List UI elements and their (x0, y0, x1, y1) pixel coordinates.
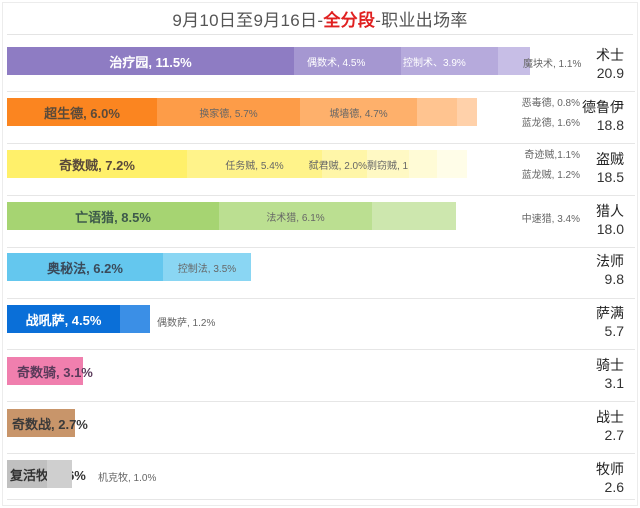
row-paladin: 奇数骑, 3.1% 骑士 3.1 (0, 350, 640, 402)
bar-warlock: 治疗园, 11.5% 偶数术, 4.5% 控制术、3.9% (7, 47, 530, 75)
class-value: 5.7 (604, 323, 624, 339)
class-total: 盗贼 18.5 (574, 150, 624, 186)
row-warlock: 治疗园, 11.5% 偶数术, 4.5% 控制术、3.9% 魔块术, 1.1% … (0, 40, 640, 92)
bar-rogue: 奇数贼, 7.2% 任务贼, 5.4% 弑君贼, 2.0% 剽窃贼, 1.7% (7, 150, 467, 178)
segment: 控制法, 3.5% (163, 253, 251, 281)
class-total: 战士 2.7 (574, 408, 624, 444)
row-divider (7, 247, 635, 248)
segment (498, 47, 530, 75)
class-value: 9.8 (604, 271, 624, 287)
segment: 偶数术, 4.5% (294, 47, 401, 75)
segment (457, 98, 477, 126)
class-name: 战士 (596, 409, 624, 425)
title-divider (7, 34, 633, 35)
segment-main: 治疗园, 11.5% (7, 47, 294, 75)
row-divider (7, 453, 635, 454)
bar-paladin: 奇数骑, 3.1% (7, 357, 93, 385)
segment (372, 202, 456, 230)
bar-mage: 奥秘法, 6.2% 控制法, 3.5% (7, 253, 251, 281)
side-label: 蓝龙德, 1.6% (521, 118, 580, 129)
class-value: 18.5 (596, 169, 624, 185)
class-name: 萨满 (596, 305, 624, 321)
side-label: 蓝龙贼, 1.2% (521, 170, 580, 181)
row-divider (7, 499, 635, 500)
row-shaman: 战吼萨, 4.5% 偶数萨, 1.2% 萨满 5.7 (0, 300, 640, 350)
segment-main: 复活牧, 1.6% (7, 460, 86, 488)
title-highlight: 全分段 (323, 11, 376, 30)
class-value: 3.1 (604, 375, 624, 391)
row-divider (7, 91, 635, 92)
segment (120, 305, 150, 333)
segment (437, 150, 467, 178)
row-divider (7, 401, 635, 402)
segment-main: 奇数骑, 3.1% (7, 357, 93, 385)
segment: 城墙德, 4.7% (300, 98, 417, 126)
bar-priest: 复活牧, 1.6% (7, 460, 86, 488)
class-name: 骑士 (596, 357, 624, 373)
side-label: 奇迹贼,1.1% (524, 150, 580, 161)
segment (47, 460, 72, 488)
class-name: 德鲁伊 (582, 99, 624, 115)
class-total: 萨满 5.7 (574, 304, 624, 340)
row-priest: 复活牧, 1.6% 机克牧, 1.0% 牧师 2.6 (0, 454, 640, 506)
class-name: 术士 (596, 47, 624, 63)
class-value: 2.6 (604, 479, 624, 495)
chart-title: 9月10日至9月16日-全分段-职业出场率 (0, 6, 640, 31)
class-value: 18.0 (596, 221, 624, 237)
class-value: 18.8 (596, 117, 624, 133)
row-hunter: 亡语猎, 8.5% 法术猎, 6.1% 中速猎, 3.4% 猎人 18.0 (0, 196, 640, 248)
class-value: 20.9 (596, 65, 624, 81)
row-divider (7, 143, 635, 144)
bar-warrior: 奇数战, 2.7% (7, 409, 88, 437)
segment-main: 亡语猎, 8.5% (7, 202, 219, 230)
segment: 任务贼, 5.4% (187, 150, 322, 178)
row-warrior: 奇数战, 2.7% 战士 2.7 (0, 402, 640, 454)
segment: 剽窃贼, 1.7% (367, 150, 425, 178)
segment: 法术猎, 6.1% (219, 202, 372, 230)
class-total: 骑士 3.1 (574, 356, 624, 392)
class-value: 2.7 (604, 427, 624, 443)
class-total: 牧师 2.6 (574, 460, 624, 496)
class-name: 猎人 (596, 203, 624, 219)
bar-hunter: 亡语猎, 8.5% 法术猎, 6.1% (7, 202, 456, 230)
bar-shaman: 战吼萨, 4.5% (7, 305, 150, 333)
class-total: 猎人 18.0 (574, 202, 624, 238)
row-druid: 超生德, 6.0% 换家德, 5.7% 城墙德, 4.7% 恶毒德, 0.8% … (0, 92, 640, 144)
segment-main: 奥秘法, 6.2% (7, 253, 163, 281)
segment-main: 超生德, 6.0% (7, 98, 157, 126)
outside-label: 机克牧, 1.0% (98, 473, 157, 484)
title-suffix: -职业出场率 (375, 11, 468, 30)
segment (417, 98, 457, 126)
class-name: 盗贼 (596, 151, 624, 167)
class-name: 法师 (596, 253, 624, 269)
segment (409, 150, 437, 178)
segment: 控制术、3.9% (401, 47, 498, 75)
segment-main: 奇数战, 2.7% (7, 409, 88, 437)
class-total: 术士 20.9 (574, 46, 624, 82)
class-total: 法师 9.8 (574, 252, 624, 288)
side-label: 中速猎, 3.4% (521, 214, 580, 225)
bar-druid: 超生德, 6.0% 换家德, 5.7% 城墙德, 4.7% (7, 98, 477, 126)
row-divider (7, 349, 635, 350)
segment: 弑君贼, 2.0% (309, 150, 367, 178)
segment-main: 奇数贼, 7.2% (7, 150, 187, 178)
outside-label: 偶数萨, 1.2% (157, 318, 216, 329)
class-total: 德鲁伊 18.8 (574, 98, 624, 134)
class-name: 牧师 (596, 461, 624, 477)
row-rogue: 奇数贼, 7.2% 任务贼, 5.4% 弑君贼, 2.0% 剽窃贼, 1.7% … (0, 144, 640, 196)
side-label: 恶毒德, 0.8% (521, 98, 580, 109)
segment-main: 战吼萨, 4.5% (7, 305, 120, 333)
side-label: 魔块术, 1.1% (523, 59, 582, 70)
row-mage: 奥秘法, 6.2% 控制法, 3.5% 法师 9.8 (0, 248, 640, 300)
row-divider (7, 298, 635, 299)
title-prefix: 9月10日至9月16日- (172, 11, 324, 30)
row-divider (7, 195, 635, 196)
segment: 换家德, 5.7% (157, 98, 300, 126)
